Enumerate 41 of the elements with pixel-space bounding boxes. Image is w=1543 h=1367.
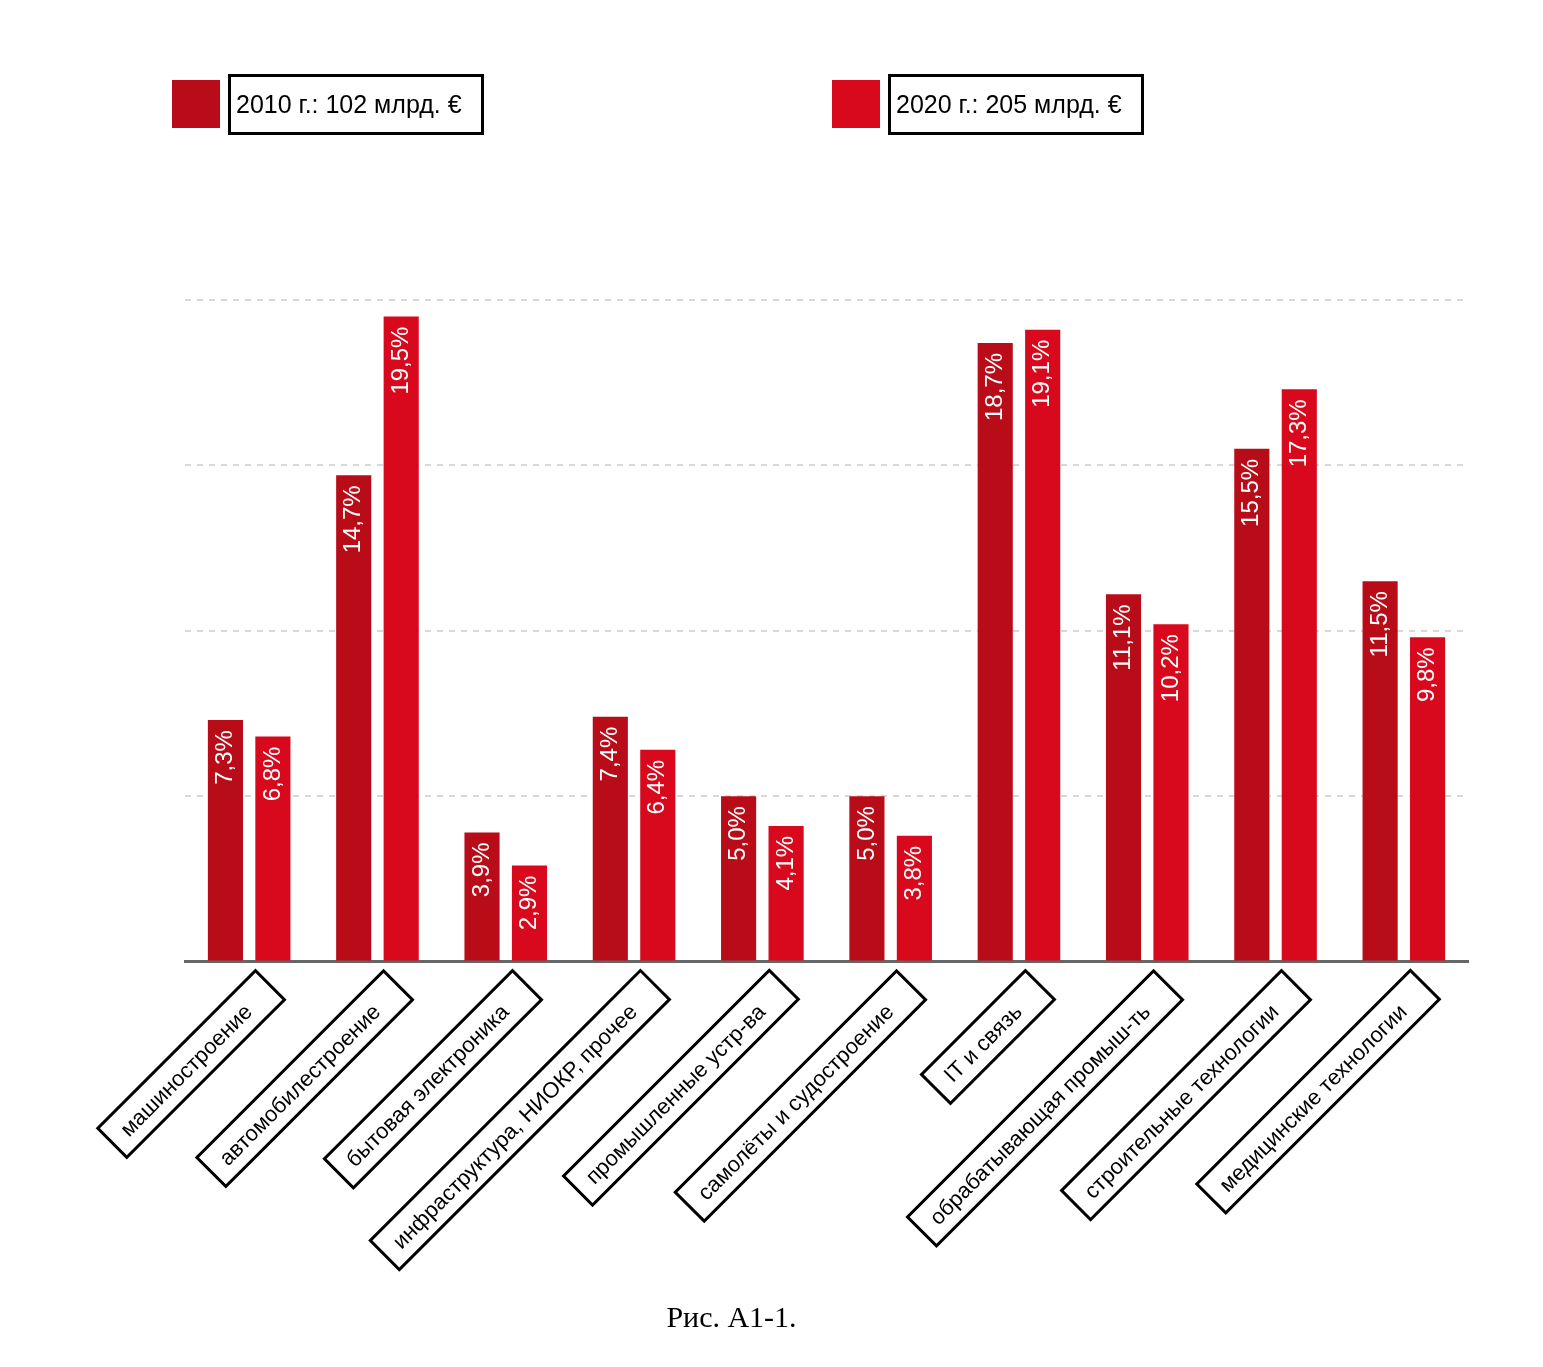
bar [977,343,1013,961]
bar [1153,624,1189,961]
text: Рис. А1-1. [665,1300,798,1334]
bar [1234,448,1270,961]
data-label: 5,0% [851,806,879,861]
bar [721,796,757,961]
bar [849,796,885,961]
bar [207,720,243,961]
bar [1025,329,1061,961]
data-label: 11,5% [1364,591,1392,658]
bar [592,716,628,961]
bar [383,316,419,961]
data-label: 6,8% [257,746,285,802]
data-label: 18,7% [979,353,1007,422]
bar [464,832,500,961]
legend-label: 2010 г.: 102 млрд. € [236,89,462,119]
data-label: 7,4% [594,726,622,782]
bar [336,475,372,961]
data-label: 19,5% [385,326,413,395]
data-label: 6,4% [642,759,670,815]
bar [768,825,804,961]
data-label: 15,5% [1236,458,1264,527]
data-label: 19,1% [1027,339,1055,408]
data-label: 11,1% [1108,604,1136,671]
bar [1410,637,1446,961]
data-label: 3,8% [899,845,927,901]
bar [640,749,676,961]
data-label: 10,2% [1155,634,1183,703]
bar [1281,389,1317,961]
bar [1105,594,1142,961]
data-label: 2,9% [514,875,542,931]
data-label: 7,3% [210,730,238,785]
data-label: 17,3% [1283,399,1311,468]
data-label: 3,9% [466,842,494,898]
data-label: 5,0% [723,806,751,861]
data-label: 14,7% [338,485,366,554]
data-label: 4,1% [770,835,798,891]
bar [1362,581,1398,961]
bar [255,736,291,961]
legend-label: 2020 г.: 205 млрд. € [896,89,1122,119]
data-label: 9,8% [1412,647,1440,703]
